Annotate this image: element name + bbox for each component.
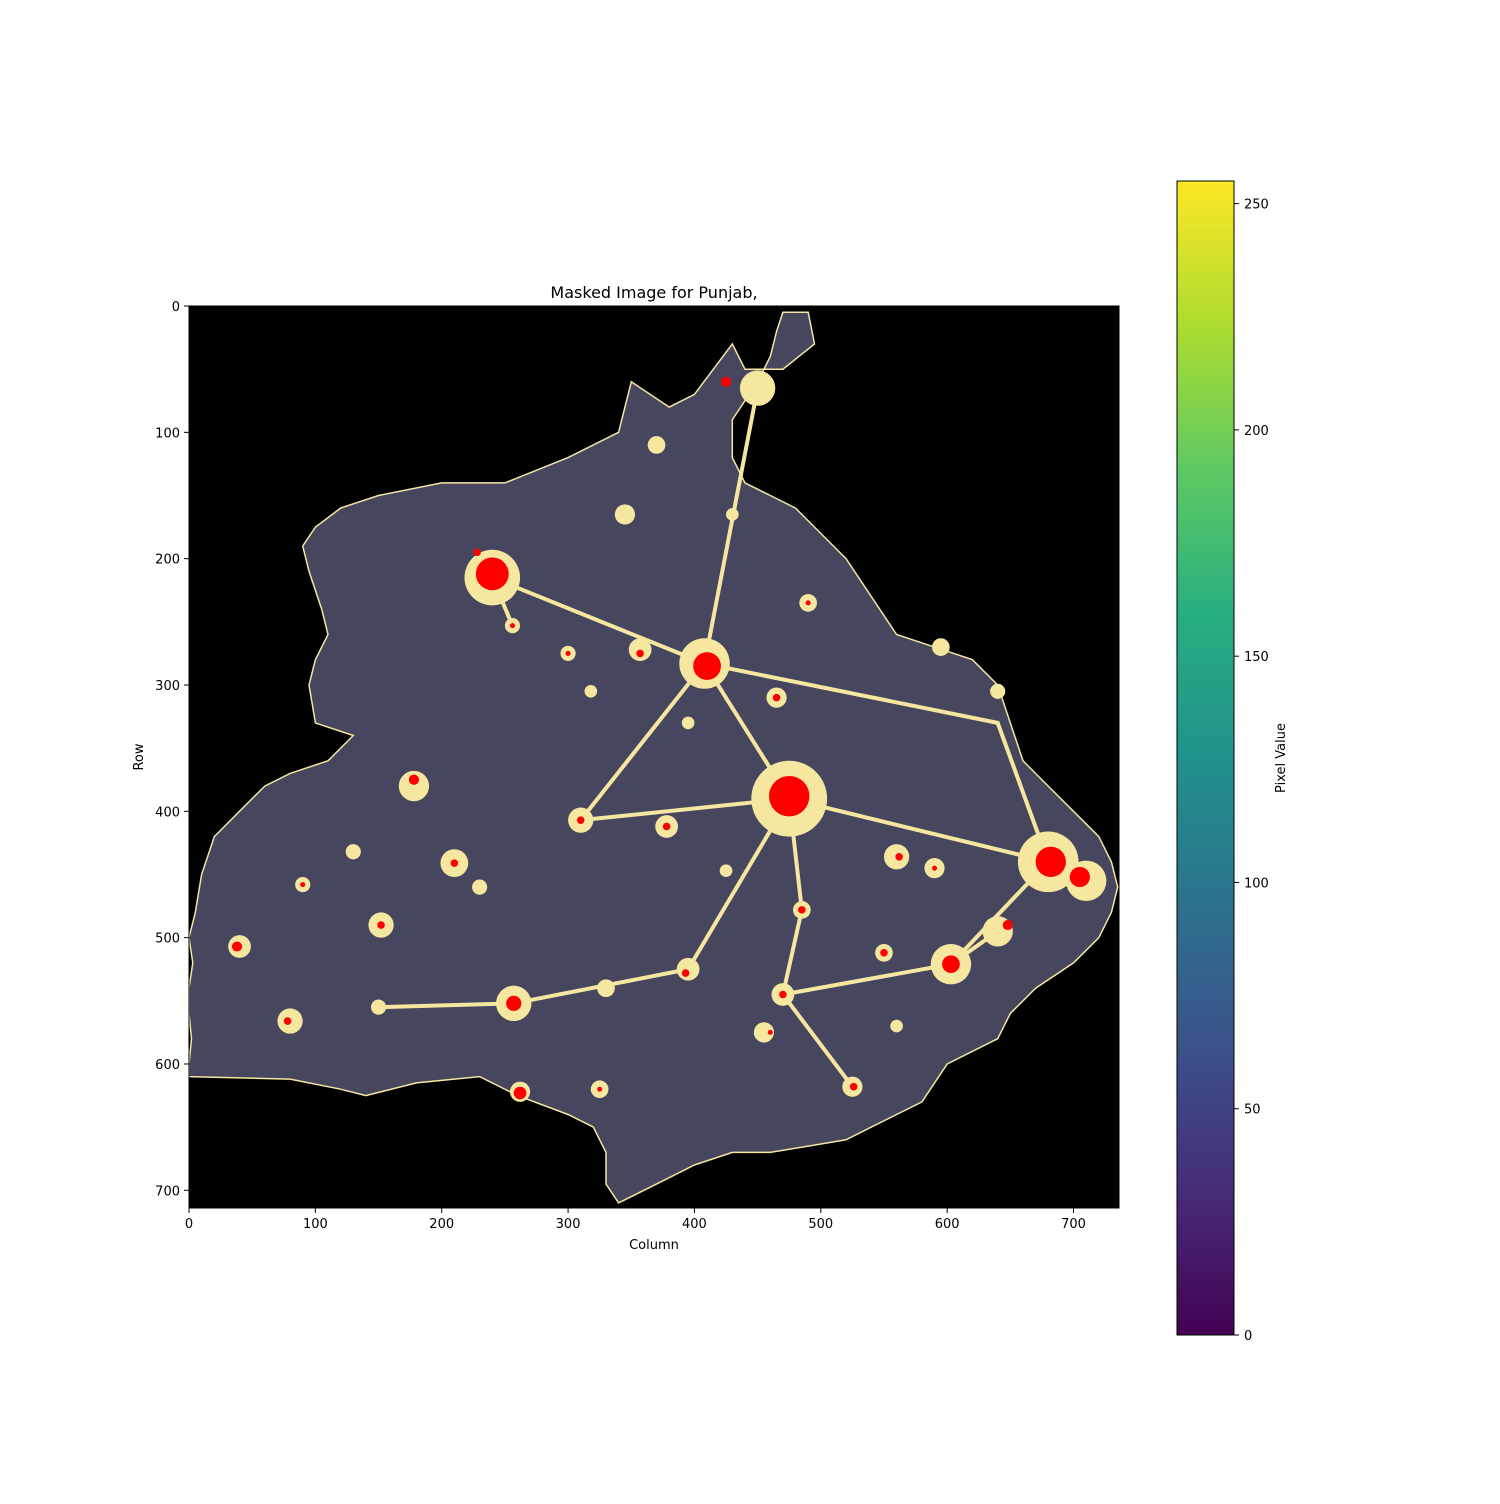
bright-area xyxy=(779,990,787,999)
bright-area xyxy=(768,775,810,817)
bright-area xyxy=(942,955,960,974)
y-tick-label: 500 xyxy=(155,932,180,947)
x-tick-label: 600 xyxy=(935,1217,960,1232)
y-tick-label: 300 xyxy=(155,679,180,694)
colorbar-tick-label: 200 xyxy=(1244,424,1269,439)
lit-area xyxy=(647,436,666,454)
bright-area xyxy=(377,921,385,929)
bright-area xyxy=(720,376,732,387)
bright-area xyxy=(798,906,806,914)
lit-road xyxy=(780,962,953,997)
y-axis: 0 100 200 300 400 500 600 700 xyxy=(155,300,189,1199)
lit-area xyxy=(472,879,488,895)
bright-area xyxy=(597,1086,603,1092)
region-layer xyxy=(189,311,1119,1204)
colorbar-tick-label: 150 xyxy=(1244,650,1269,665)
lit-area xyxy=(726,508,739,521)
bright-area xyxy=(805,600,811,606)
bright-area xyxy=(662,822,671,831)
colorbar-label: Pixel Value xyxy=(1274,723,1289,793)
lit-road xyxy=(780,907,804,997)
lit-area xyxy=(681,716,695,730)
bright-area xyxy=(1069,866,1090,888)
bright-area xyxy=(576,816,585,824)
x-tick-label: 400 xyxy=(682,1217,707,1232)
lit-area xyxy=(890,1019,903,1033)
bright-area xyxy=(450,859,459,867)
bright-area xyxy=(767,1029,773,1035)
lit-area xyxy=(753,1022,775,1043)
bright-area xyxy=(681,969,690,977)
y-tick-label: 700 xyxy=(155,1184,180,1199)
y-tick-label: 100 xyxy=(155,426,180,441)
bright-area xyxy=(283,1017,292,1025)
plot-frame xyxy=(188,305,1120,1209)
lit-area xyxy=(597,979,615,998)
x-tick-label: 100 xyxy=(303,1217,328,1232)
bright-area xyxy=(636,649,644,658)
bright-area xyxy=(473,548,481,557)
colorbar-tick-label: 250 xyxy=(1244,198,1269,213)
lit-area xyxy=(739,370,776,406)
lit-area xyxy=(719,864,733,878)
x-tick-label: 500 xyxy=(808,1217,833,1232)
colorbar-gradient xyxy=(1176,180,1235,1336)
bright-area xyxy=(1002,919,1013,931)
x-tick-label: 300 xyxy=(556,1217,581,1232)
y-tick-label: 600 xyxy=(155,1058,180,1073)
colorbar-tick-label: 50 xyxy=(1244,1103,1261,1118)
bright-area xyxy=(513,1086,527,1100)
bright-area xyxy=(408,774,419,785)
x-tick-label: 700 xyxy=(1061,1217,1086,1232)
lit-area xyxy=(584,684,598,698)
lit-area xyxy=(676,957,700,981)
colorbar: 0 50 100 150 200 250 Pixel Value xyxy=(1176,180,1289,1344)
lit-road xyxy=(379,1001,516,1010)
lit-road xyxy=(702,386,760,666)
bright-area xyxy=(880,949,888,957)
y-tick-label: 200 xyxy=(155,553,180,568)
lit-area xyxy=(931,638,950,656)
bright-area xyxy=(475,557,509,591)
x-tick-label: 0 xyxy=(185,1217,193,1232)
bright-area xyxy=(772,693,781,702)
lit-area xyxy=(990,683,1006,699)
colorbar-tick-label: 0 xyxy=(1244,1329,1252,1344)
lit-area xyxy=(370,999,387,1015)
bright-areas-layer xyxy=(231,376,1090,1100)
lit-road xyxy=(490,575,707,666)
x-tick-label: 200 xyxy=(429,1217,454,1232)
lit-road xyxy=(702,661,1000,725)
lit-area xyxy=(345,844,361,860)
bright-area xyxy=(693,652,721,680)
bright-area xyxy=(565,650,571,656)
lit-area xyxy=(614,504,636,525)
region-mask xyxy=(189,311,1119,1204)
y-axis-label: Row xyxy=(132,743,147,770)
bright-area xyxy=(231,941,243,952)
colorbar-tick-label: 100 xyxy=(1244,876,1269,891)
bright-area xyxy=(1035,846,1066,878)
lit-road xyxy=(780,992,855,1089)
colorbar-ticks: 0 50 100 150 200 250 xyxy=(1234,198,1269,1344)
x-axis-label: Column xyxy=(629,1238,679,1253)
bright-area xyxy=(849,1082,858,1091)
x-axis: 0 100 200 300 400 500 600 700 xyxy=(185,1208,1086,1232)
bright-area xyxy=(931,865,938,871)
y-tick-label: 400 xyxy=(155,805,180,820)
bright-area xyxy=(509,623,516,629)
y-tick-label: 0 xyxy=(172,300,180,315)
lit-area xyxy=(398,770,430,802)
chart-title: Masked Image for Punjab, xyxy=(550,283,757,302)
lit-road xyxy=(787,796,1051,864)
bright-area xyxy=(506,995,522,1011)
plot-area xyxy=(189,306,1119,1208)
lit-road xyxy=(578,661,707,823)
bright-area xyxy=(300,882,306,888)
bright-area xyxy=(895,853,903,861)
